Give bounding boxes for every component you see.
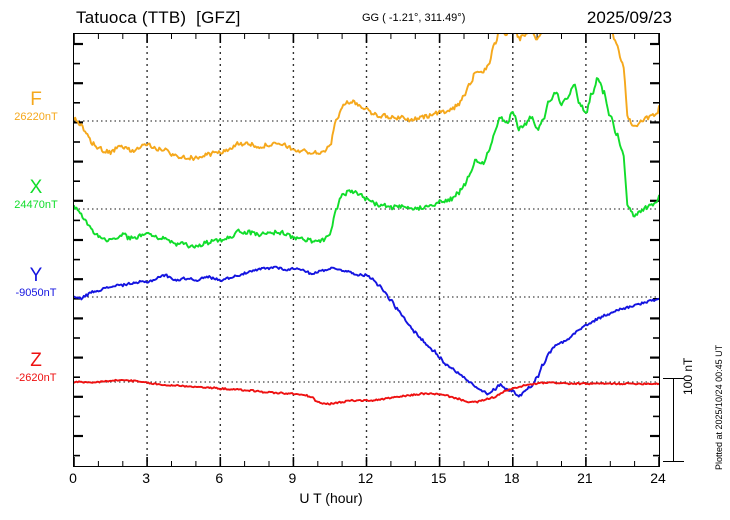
- scale-bar-cap-bottom: [663, 461, 684, 462]
- x-axis-title: U T (hour): [0, 490, 730, 506]
- component-letter-x: X: [29, 177, 43, 198]
- observation-date: 2025/09/23: [586, 8, 672, 27]
- component-baseline-x: 24470nT: [14, 199, 58, 211]
- component-label-x: X 24470nT: [3, 178, 69, 212]
- x-tick-label: 0: [69, 470, 77, 486]
- x-tick-label: 18: [503, 470, 520, 486]
- x-tick-label: 12: [357, 470, 374, 486]
- x-tick-label: 24: [650, 470, 666, 486]
- plotted-timestamp: Plotted at 2025/10/24 00:45 UT: [714, 344, 724, 470]
- plot-frame: [73, 33, 660, 467]
- geographic-coordinates: GG ( -1.21°, 311.49°): [362, 12, 466, 24]
- component-label-f: F 26220nT: [3, 90, 69, 124]
- x-tick-label: 3: [142, 470, 151, 486]
- component-letter-f: F: [30, 89, 42, 110]
- scale-bar-cap-top: [663, 378, 684, 379]
- station-title: Tatuoca (TTB) [GFZ]: [76, 8, 241, 27]
- component-letter-z: Z: [30, 350, 42, 371]
- component-label-z: Z -2620nT: [3, 351, 69, 385]
- trace-z: [74, 378, 659, 406]
- x-tick-label: 21: [577, 470, 593, 486]
- trace-f: [74, 34, 659, 162]
- magnetogram-plot: [74, 34, 659, 466]
- x-axis-title-text: U T (hour): [299, 490, 363, 506]
- component-baseline-f: 26220nT: [14, 111, 58, 123]
- x-tick-label: 6: [215, 470, 224, 486]
- component-letter-y: Y: [29, 265, 43, 286]
- x-tick-label: 9: [288, 470, 297, 486]
- component-label-y: Y -9050nT: [3, 266, 69, 300]
- scale-bar-label: 100 nT: [681, 357, 695, 395]
- component-baseline-y: -9050nT: [15, 287, 57, 299]
- scale-bar: [663, 378, 685, 462]
- trace-y: [74, 265, 659, 398]
- trace-x: [74, 77, 659, 249]
- scale-bar-line: [673, 378, 674, 462]
- component-baseline-z: -2620nT: [15, 372, 57, 384]
- x-tick-label: 15: [430, 470, 447, 486]
